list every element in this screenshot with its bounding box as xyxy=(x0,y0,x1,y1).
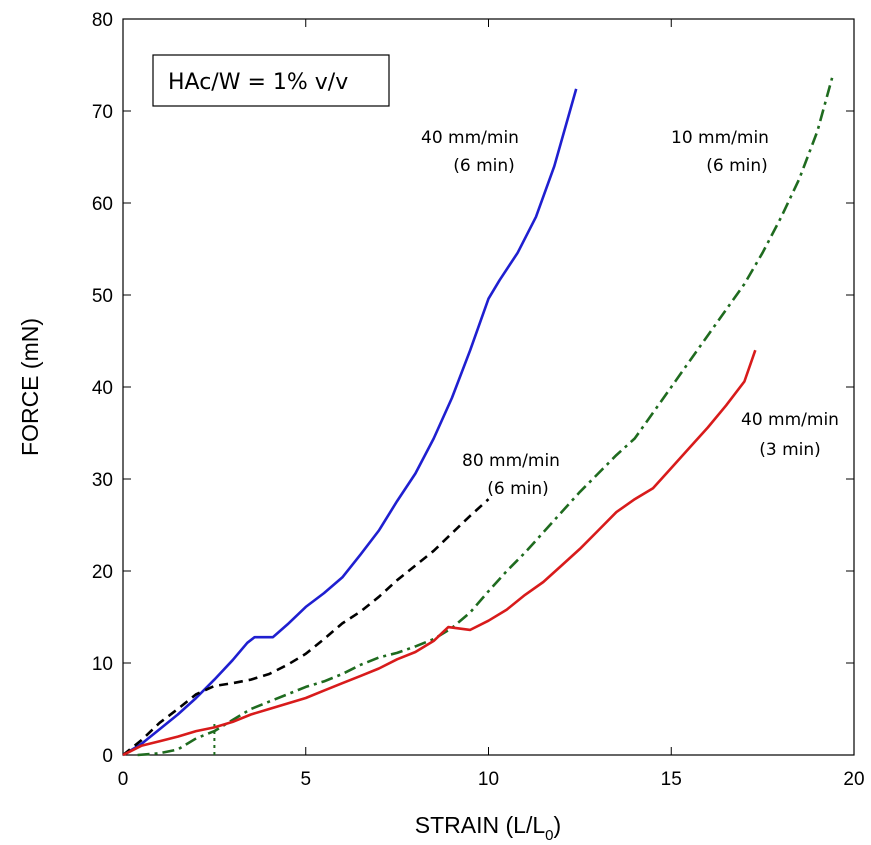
series-line-2 xyxy=(137,77,834,757)
annotation-line: (6 min) xyxy=(487,479,549,499)
x-tick-label: 5 xyxy=(300,769,311,790)
x-axis-ticks: 0 5 10 15 20 xyxy=(118,19,865,790)
x-tick-label: 10 xyxy=(478,769,499,790)
annotation-line: (6 min) xyxy=(453,156,515,176)
annotation-line: (3 min) xyxy=(759,440,821,460)
y-tick-label: 70 xyxy=(92,102,113,123)
y-tick-label: 10 xyxy=(92,654,113,675)
annotation-line: 80 mm/min xyxy=(462,451,560,471)
x-axis-label-main: STRAIN (L/L xyxy=(415,812,546,838)
y-tick-label: 40 xyxy=(92,378,113,399)
series-line-0 xyxy=(122,88,578,757)
annotation-40mm-6min: 40 mm/min (6 min) xyxy=(421,128,519,176)
x-tick-label: 20 xyxy=(843,769,864,790)
condition-legend-box: HAc/W = 1% v/v xyxy=(152,54,390,107)
series-line-1 xyxy=(122,498,490,757)
x-axis-label-subscript: 0 xyxy=(545,827,553,844)
annotation-line: 40 mm/min xyxy=(741,410,839,430)
y-tick-label: 0 xyxy=(102,746,113,767)
annotation-80mm-6min: 80 mm/min (6 min) xyxy=(462,451,560,499)
x-axis-label: STRAIN (L/L0) xyxy=(415,812,561,844)
annotation-line: 10 mm/min xyxy=(671,128,769,148)
y-tick-label: 20 xyxy=(92,562,113,583)
y-tick-label: 60 xyxy=(92,194,113,215)
annotation-40mm-3min: 40 mm/min (3 min) xyxy=(741,410,839,460)
x-tick-label: 15 xyxy=(661,769,682,790)
series-layer xyxy=(122,77,834,757)
annotation-line: (6 min) xyxy=(706,156,768,176)
y-axis-ticks: 0 10 20 30 40 50 60 70 80 xyxy=(92,10,854,767)
y-tick-label: 50 xyxy=(92,286,113,307)
y-tick-label: 30 xyxy=(92,470,113,491)
y-tick-label: 80 xyxy=(92,10,113,31)
y-axis-label: FORCE (mN) xyxy=(17,318,43,456)
annotation-10mm-6min: 10 mm/min (6 min) xyxy=(671,128,769,176)
series-line-4 xyxy=(122,349,757,757)
annotation-line: 40 mm/min xyxy=(421,128,519,148)
condition-legend-text: HAc/W = 1% v/v xyxy=(168,70,348,95)
x-tick-label: 0 xyxy=(118,769,129,790)
x-axis-label-close: ) xyxy=(554,812,562,838)
